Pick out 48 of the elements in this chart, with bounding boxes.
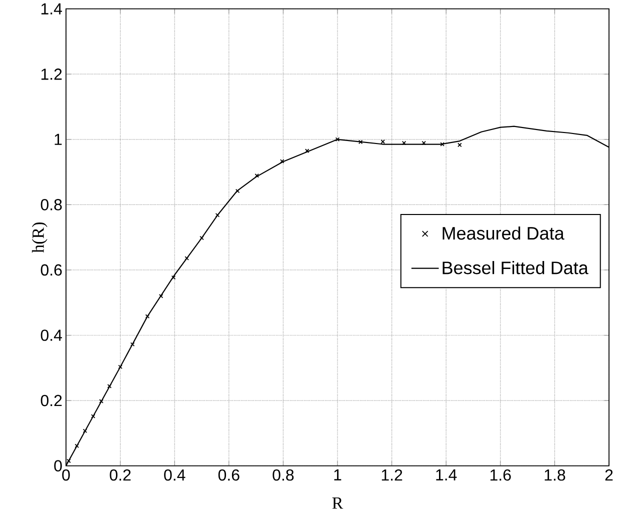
x-tick-label: 0.4	[164, 469, 186, 481]
x-tick-label: 1	[334, 469, 342, 480]
point	[184, 256, 189, 260]
x-tick-label: 0.6	[218, 469, 240, 481]
point	[335, 137, 340, 142]
point	[215, 212, 220, 218]
point	[66, 458, 71, 464]
point	[74, 444, 80, 448]
point	[82, 428, 88, 434]
x-tick-label: 2	[605, 469, 613, 481]
x-tick-label: 0	[62, 469, 70, 481]
point	[422, 140, 426, 146]
point	[118, 364, 122, 370]
point	[358, 140, 363, 144]
point	[254, 173, 260, 178]
point	[402, 140, 406, 146]
point	[304, 148, 310, 153]
y-tick-label: 1.4	[41, 3, 62, 14]
y-tick-label: 0.2	[40, 394, 62, 406]
point	[145, 314, 150, 318]
point	[130, 342, 135, 347]
x-tick-label: 0.8	[272, 469, 294, 481]
point	[200, 236, 204, 240]
y-tick-label: 0.4	[40, 330, 62, 341]
y-tick-label: 0	[54, 460, 62, 472]
y-tick-label: 1.2	[41, 68, 62, 80]
point	[280, 159, 284, 164]
x-axis-title: R	[332, 498, 344, 509]
x-tick-label: 0.2	[110, 469, 131, 481]
x-tick-label: 1.4	[436, 469, 457, 480]
point	[235, 188, 240, 194]
y-tick-label: 1	[54, 134, 62, 145]
y-axis-title: h(R)	[32, 222, 48, 253]
legend-label: Measured Data	[442, 226, 564, 240]
x-tick-label: 1.8	[544, 469, 566, 481]
point	[171, 275, 176, 280]
x-tick-label: 1.6	[490, 469, 511, 481]
point	[99, 399, 104, 404]
y-tick-label: 0.6	[40, 264, 62, 276]
point	[440, 142, 444, 146]
point	[158, 294, 164, 298]
point	[91, 414, 96, 418]
point	[380, 140, 385, 144]
x-tick-label: 1.2	[382, 469, 402, 481]
point	[107, 384, 112, 388]
point	[458, 142, 462, 148]
y-tick-label: 0.8	[40, 199, 62, 210]
legend-label: Bessel Fitted Data	[442, 261, 588, 274]
